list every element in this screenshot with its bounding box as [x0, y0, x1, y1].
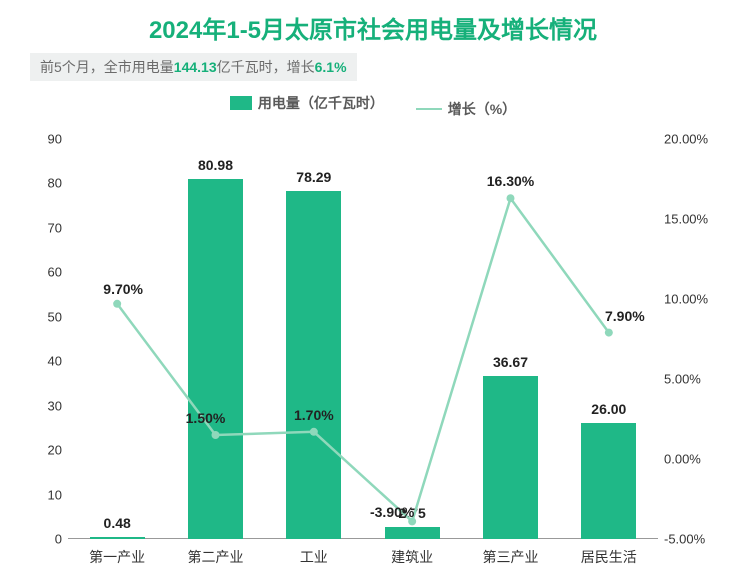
y-left-tick: 10: [20, 487, 68, 502]
line-marker: [310, 428, 318, 436]
y-right-tick: 0.00%: [658, 452, 726, 467]
subtitle-value-2: 6.1%: [315, 59, 347, 75]
y-left-tick: 20: [20, 443, 68, 458]
line-value-label: 1.50%: [186, 410, 226, 426]
plot-area: 0.4880.9878.292.7536.6726.00 9.70%1.50%1…: [68, 139, 658, 539]
legend-line-swatch: [416, 108, 442, 110]
y-left-tick: 70: [20, 220, 68, 235]
legend-bar: 用电量（亿千瓦时）: [230, 93, 384, 113]
line-value-label: 9.70%: [103, 281, 143, 297]
subtitle-value-1: 144.13: [174, 59, 217, 75]
line-path: [68, 139, 658, 539]
legend-line-label: 增长（%）: [448, 99, 516, 119]
y-axis-right: -5.00%0.00%5.00%10.00%15.00%20.00%: [658, 139, 726, 539]
line-marker: [113, 300, 121, 308]
x-tick: 第二产业: [166, 543, 264, 569]
legend-bar-label: 用电量（亿千瓦时）: [258, 93, 384, 113]
y-left-tick: 60: [20, 265, 68, 280]
y-left-tick: 0: [20, 532, 68, 547]
line-marker: [212, 431, 220, 439]
y-axis-left: 0102030405060708090: [20, 139, 68, 539]
chart-title: 2024年1-5月太原市社会用电量及增长情况: [0, 0, 746, 45]
chart-area: 0 10 20 30 40 50 60 70 80 90 -5.00% 0.00% 5.00% 10.0…: [20, 129, 726, 569]
y-right-tick: 5.00%: [658, 372, 726, 387]
y-left-tick: 90: [20, 132, 68, 147]
legend-line: 增长（%）: [416, 99, 516, 119]
chart-subtitle: 前5个月，全市用电量144.13亿千瓦时，增长6.1%: [30, 53, 357, 81]
growth-line: [117, 198, 609, 521]
y-right-tick: 15.00%: [658, 212, 726, 227]
line-value-label: -3.90%: [370, 504, 414, 520]
line-value-label: 1.70%: [294, 407, 334, 423]
y-left-tick: 80: [20, 176, 68, 191]
y-right-tick: -5.00%: [658, 532, 726, 547]
subtitle-mid: 亿千瓦时，增长: [217, 59, 315, 75]
subtitle-prefix: 前5个月，全市用电量: [40, 59, 174, 75]
line-value-label: 7.90%: [605, 307, 645, 323]
y-left-tick: 50: [20, 309, 68, 324]
x-tick: 建筑业: [363, 543, 461, 569]
line-marker: [507, 194, 515, 202]
y-left-tick: 30: [20, 398, 68, 413]
y-right-tick: 20.00%: [658, 132, 726, 147]
y-left-tick: 40: [20, 354, 68, 369]
x-tick: 第一产业: [68, 543, 166, 569]
x-axis: 第一产业第二产业工业建筑业第三产业居民生活: [68, 543, 658, 569]
line-marker: [605, 329, 613, 337]
y-right-tick: 10.00%: [658, 292, 726, 307]
line-value-label: 16.30%: [487, 173, 534, 189]
x-tick: 工业: [265, 543, 363, 569]
legend-bar-swatch: [230, 96, 252, 110]
x-tick: 第三产业: [461, 543, 559, 569]
legend: 用电量（亿千瓦时） 增长（%）: [0, 93, 746, 119]
x-tick: 居民生活: [560, 543, 658, 569]
